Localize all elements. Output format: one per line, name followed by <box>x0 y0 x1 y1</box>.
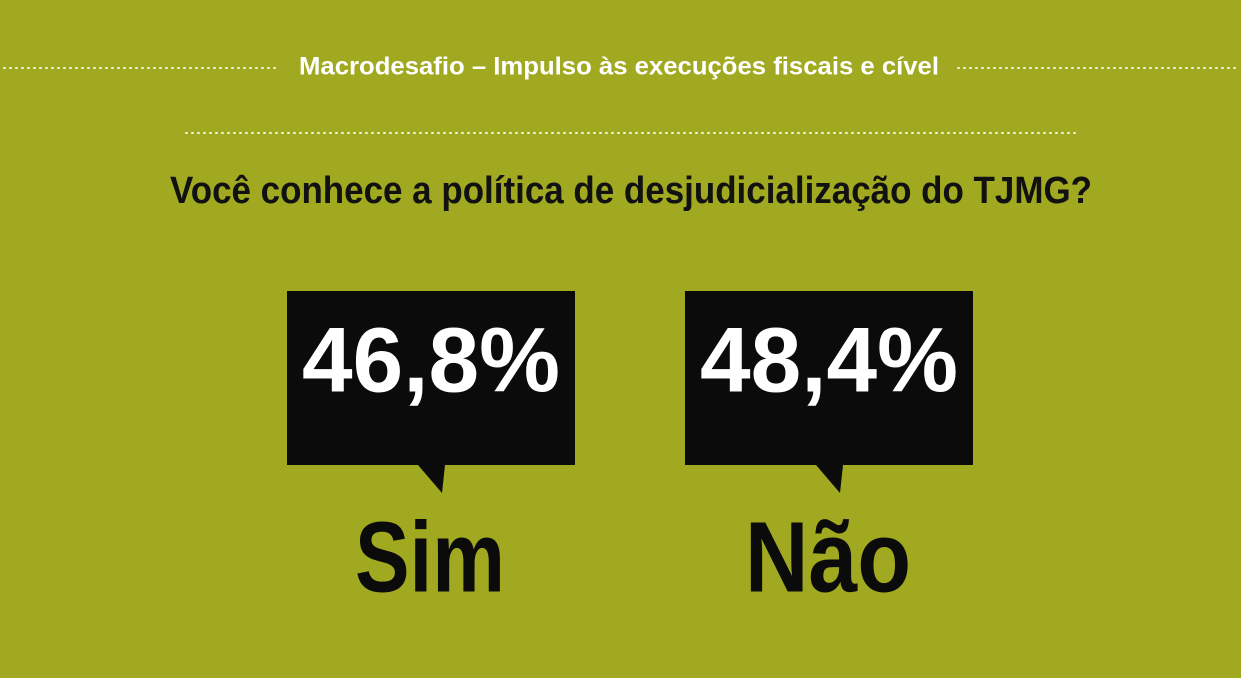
answer-label: Sim <box>355 501 505 613</box>
answer-label: Não <box>745 501 911 613</box>
answer-percent: 46,8% <box>302 309 560 411</box>
answer-percent: 48,4% <box>700 309 958 411</box>
header-title: Macrodesafio – Impulso às execuções fisc… <box>299 53 939 81</box>
speech-bubble <box>287 291 575 493</box>
speech-bubble <box>685 291 973 493</box>
question: Você conhece a política de desjudicializ… <box>170 170 1092 212</box>
